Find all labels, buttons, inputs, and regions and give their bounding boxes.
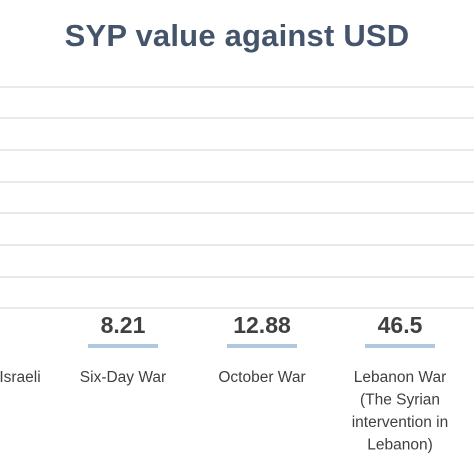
data-label-2: 12.88: [233, 312, 291, 338]
category-label-1: Six-Day War: [80, 369, 166, 386]
data-label-1: 8.21: [101, 312, 146, 338]
chart-title: SYP value against USD: [64, 18, 410, 53]
data-labels: 8.21 12.88 46.5: [101, 312, 423, 338]
category-labels: Israeli Six-Day War October War Lebanon War…: [0, 369, 448, 454]
category-label-3: Lebanon War (The Syrian intervention in Leb…: [352, 369, 449, 454]
bar-2: [227, 344, 297, 348]
data-label-3: 46.5: [378, 312, 423, 338]
bar-1: [88, 344, 158, 348]
category-label-0: Israeli: [0, 369, 41, 386]
bar-3: [365, 344, 435, 348]
bars: [88, 344, 435, 348]
category-label-2: October War: [218, 369, 305, 386]
gridlines: [0, 86, 474, 309]
